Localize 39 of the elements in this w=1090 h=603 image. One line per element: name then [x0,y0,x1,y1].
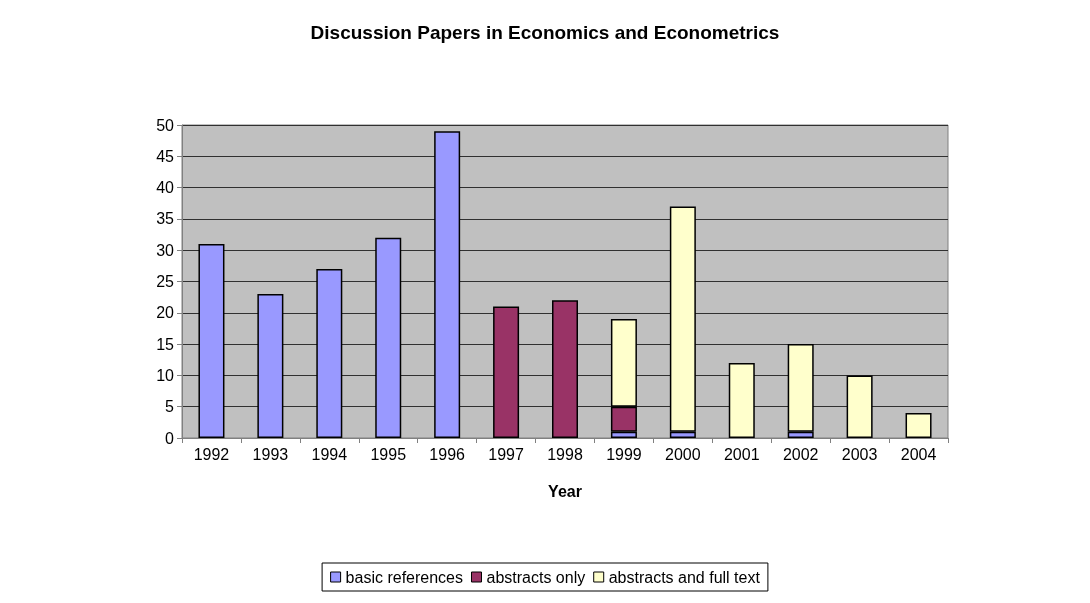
x-tick-label: 1996 [429,445,466,463]
y-tick-label: 40 [156,179,175,197]
y-tick-label: 45 [156,147,175,165]
bar [316,268,343,438]
bar [434,131,461,438]
y-tick-label: 10 [156,366,175,384]
x-tick-label: 2003 [841,445,878,463]
x-tick-label: 2001 [723,445,760,463]
y-tick-label: 30 [156,241,175,259]
x-tick-label: 2002 [782,445,819,463]
legend-label: basic references [345,568,463,586]
x-tick-label: 1994 [311,445,348,463]
x-axis-title: Year [548,482,582,500]
y-tick-label: 35 [156,210,175,228]
legend-label: abstracts and full text [608,568,761,586]
y-tick-label: 25 [156,273,175,290]
x-tick-label: 2004 [900,445,937,463]
x-tick-label: 2000 [665,445,701,463]
bar [493,306,520,438]
chart-title: Discussion Papers in Economics and Econometrics [310,22,780,43]
x-tick-label: 1993 [252,445,289,463]
bar [728,362,755,438]
x-tick-label: 1999 [606,445,642,463]
x-tick-label: 1995 [370,445,407,463]
x-tick-label: 1992 [193,445,230,463]
y-tick-label: 0 [165,429,175,447]
y-tick-label: 15 [156,335,175,353]
y-tick-label: 50 [156,116,175,134]
x-tick-label: 1997 [488,445,524,463]
bar [846,375,873,438]
bar [552,300,578,438]
bar [905,412,932,438]
bar [198,243,225,438]
y-tick-label: 5 [165,398,175,416]
legend-label: abstracts only [486,568,586,586]
y-tick-label: 20 [156,304,175,322]
bar [375,237,402,438]
x-tick-label: 1998 [547,445,583,463]
bar [257,294,284,438]
